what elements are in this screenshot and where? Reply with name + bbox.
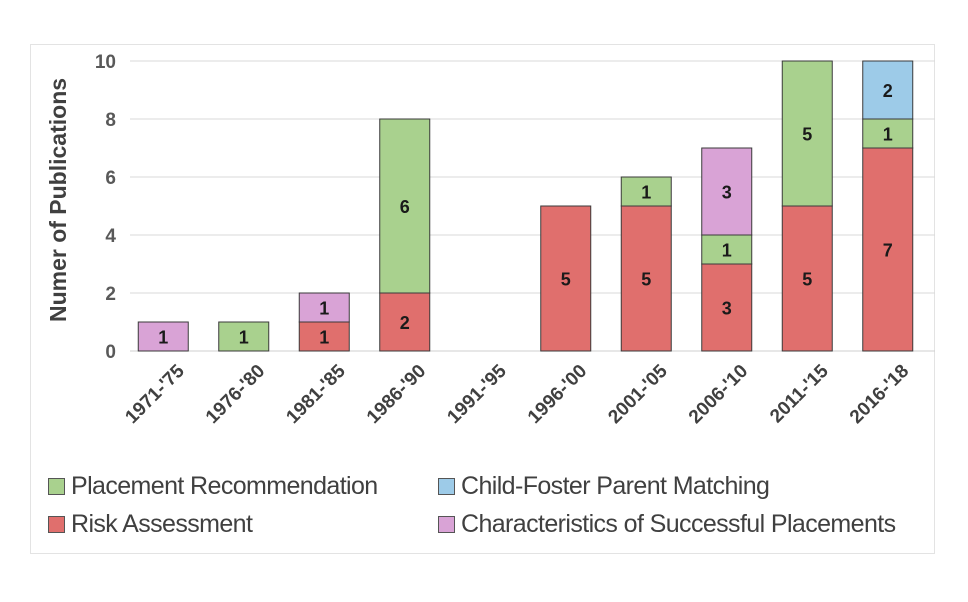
bar-segment [701,147,753,236]
y-tick-label: 0 [105,342,116,363]
bar-segment [781,60,833,207]
y-tick-label: 4 [105,226,116,247]
y-tick-label: 6 [105,168,116,189]
data-label: 1 [319,299,329,319]
bar-segment [862,118,914,149]
data-label: 2 [400,313,410,333]
x-tick-label: 2006-'10 [685,361,752,428]
data-label: 1 [883,125,893,145]
chart-frame [30,44,935,554]
legend-swatch [438,478,455,495]
y-axis-ticks: 0 2 4 6 8 10 [95,52,117,363]
legend-item: Risk Assessment [48,510,253,539]
bar-segment [701,234,753,265]
y-tick-label: 10 [95,52,116,73]
legend-item: Characteristics of Successful Placements [438,510,896,539]
legend-swatch [48,516,65,533]
bar-segment [137,321,189,352]
data-label: 1 [722,241,732,261]
data-label: 2 [883,81,893,101]
legend-label: Placement Recommendation [71,472,378,500]
x-tick-label: 1991-'95 [443,360,511,428]
data-label: 3 [722,183,732,203]
x-tick-label: 1986-'90 [363,361,430,428]
x-tick-label: 1971-'75 [121,360,189,428]
bar-segment [620,176,672,207]
legend-label: Child-Foster Parent Matching [461,472,770,500]
bar-segment [540,205,592,352]
bars: 1 1 1 1 2 6 5 5 1 3 1 3 5 5 7 1 2 [137,60,914,352]
bar-segment [620,205,672,352]
x-tick-label: 2011-'15 [766,360,833,427]
x-tick-label: 2016-'18 [846,361,913,428]
x-tick-label: 1981-'85 [282,360,350,428]
x-axis-ticks: 1971-'75 1976-'80 1981-'85 1986-'90 1991-'95… [121,360,913,428]
data-label: 1 [641,183,651,203]
legend-label: Characteristics of Successful Placements [461,510,896,538]
data-label: 5 [802,270,812,290]
x-tick-label: 1996-'00 [524,361,591,428]
data-label: 5 [641,270,651,290]
bar-segment [862,147,914,352]
data-label: 1 [239,328,249,348]
bar-segment [701,263,753,352]
data-label: 5 [802,125,812,145]
bar-segment [218,321,270,352]
legend-item: Placement Recommendation [48,472,378,501]
data-label: 1 [158,328,168,348]
data-label: 5 [561,270,571,290]
data-label: 6 [400,197,410,217]
y-tick-label: 8 [105,110,116,131]
bar-segment [298,292,350,323]
bar-segment [298,321,350,352]
data-label: 1 [319,328,329,348]
bar-segment [781,205,833,352]
bar-segment [862,60,914,120]
legend-swatch [48,478,65,495]
data-label: 7 [883,241,893,261]
bar-segment [379,292,431,352]
y-tick-label: 2 [105,284,116,305]
legend-item: Child-Foster Parent Matching [438,472,770,501]
data-label: 3 [722,299,732,319]
bar-segment [379,118,431,294]
y-axis-label: Numer of Publications [45,78,71,322]
x-tick-label: 1976-'80 [202,361,269,428]
legend-swatch [438,516,455,533]
x-tick-label: 2001-'05 [604,360,672,428]
legend-label: Risk Assessment [71,510,253,538]
